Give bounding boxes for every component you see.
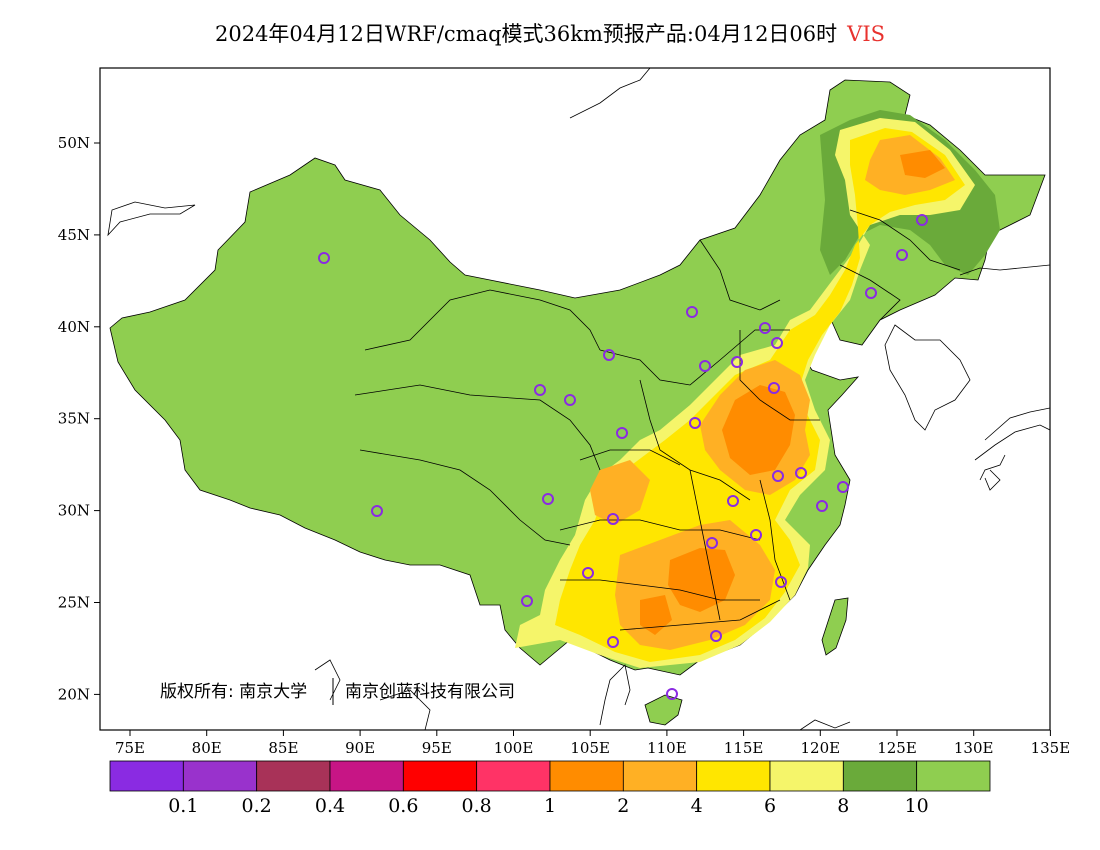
lon-tick-label: 90E (345, 739, 375, 757)
station-marker (564, 394, 576, 406)
lat-tick-label: 45N (58, 226, 90, 244)
lon-tick-label: 75E (115, 739, 145, 757)
lon-tick-label: 110E (647, 739, 687, 757)
legend-label: 6 (764, 795, 776, 817)
legend-swatch (329, 760, 404, 792)
visibility-1-2-zone (640, 150, 945, 635)
lon-tick-label: 80E (192, 739, 222, 757)
legend-swatch (696, 760, 771, 792)
map-area: 版权所有: 南京大学 南京创蓝科技有限公司 (107, 68, 1050, 730)
station-marker (775, 576, 787, 588)
lon-tick-label: 125E (877, 739, 917, 757)
station-marker (699, 360, 711, 372)
lon-tick-label: 105E (570, 739, 610, 757)
station-marker (731, 356, 743, 368)
station-marker (666, 688, 678, 700)
station-marker (759, 322, 771, 334)
station-marker (727, 495, 739, 507)
station-marker (371, 505, 383, 517)
legend-label: 2 (617, 795, 629, 817)
variable-label: VIS (847, 22, 886, 46)
legend-swatch (182, 760, 258, 792)
station-marker (686, 306, 698, 318)
lat-tick-label: 50N (58, 134, 90, 152)
station-marker (521, 595, 533, 607)
station-marker (616, 427, 628, 439)
map-title: 2024年04月12日WRF/cmaq模式36km预报产品:04月12日06时 V… (0, 18, 1100, 48)
lat-tick-label: 30N (58, 502, 90, 520)
lat-tick-label: 35N (58, 410, 90, 428)
legend-swatch (769, 760, 844, 792)
lon-tick-label: 100E (494, 739, 534, 757)
station-marker (607, 513, 619, 525)
legend-label: 0.1 (168, 795, 198, 817)
station-marker (916, 214, 928, 226)
legend-swatch (109, 760, 184, 792)
station-marker (603, 349, 615, 361)
map-frame (99, 67, 1051, 731)
station-marker (706, 537, 718, 549)
color-legend: 0.1 0.2 0.4 0.6 0.8 1 2 4 6 8 10 (109, 760, 991, 817)
province-borders (354, 209, 961, 631)
legend-swatch (476, 760, 551, 792)
legend-label: 0.6 (388, 795, 418, 817)
station-marker (768, 382, 780, 394)
legend-swatch (402, 760, 478, 792)
title-text: 2024年04月12日WRF/cmaq模式36km预报产品:04月12日06时 (214, 22, 838, 46)
station-marker (865, 287, 877, 299)
station-marker (837, 481, 849, 493)
legend-swatch (256, 760, 331, 792)
station-marker (772, 470, 784, 482)
station-marker (816, 500, 828, 512)
legend-label: 0.4 (315, 795, 345, 817)
station-marker (896, 249, 908, 261)
station-marker (534, 384, 546, 396)
longitude-axis: 75E 80E 85E 90E 95E 100E 105E 110E 115E 120E 125E 1… (115, 730, 1070, 757)
copyright-text: 版权所有: 南京大学 (160, 682, 307, 702)
lat-tick-label: 25N (58, 594, 90, 612)
station-marker (795, 467, 807, 479)
latitude-axis: 50N 45N 40N 35N 30N 25N 20N (58, 134, 100, 703)
taiwan-island (821, 597, 849, 656)
copyright-company: 南京创蓝科技有限公司 (345, 682, 515, 702)
legend-swatch (842, 760, 918, 792)
legend-label: 0.2 (242, 795, 272, 817)
legend-label: 8 (837, 795, 849, 817)
china-landmass (109, 79, 1046, 676)
legend-label: 1 (544, 795, 556, 817)
lon-tick-label: 135E (1031, 739, 1071, 757)
station-markers (318, 214, 928, 700)
legend-label: 4 (691, 795, 703, 817)
station-marker (750, 529, 762, 541)
station-marker (689, 417, 701, 429)
station-marker (542, 493, 554, 505)
legend-label: 10 (905, 795, 929, 817)
hainan-island (644, 694, 683, 726)
lon-tick-label: 95E (422, 739, 452, 757)
legend-swatch (549, 760, 624, 792)
lat-tick-label: 20N (58, 685, 90, 703)
station-marker (710, 630, 722, 642)
lon-tick-label: 115E (724, 739, 764, 757)
lon-tick-label: 120E (801, 739, 841, 757)
legend-swatch (916, 760, 991, 792)
station-marker (318, 252, 330, 264)
legend-label: 0.8 (462, 795, 492, 817)
station-marker (582, 567, 594, 579)
station-marker (771, 337, 783, 349)
lon-tick-label: 130E (954, 739, 994, 757)
legend-swatch (622, 760, 698, 792)
station-marker (607, 636, 619, 648)
lat-tick-label: 40N (58, 318, 90, 336)
lon-tick-label: 85E (268, 739, 298, 757)
neighbor-coastlines (107, 68, 1050, 730)
